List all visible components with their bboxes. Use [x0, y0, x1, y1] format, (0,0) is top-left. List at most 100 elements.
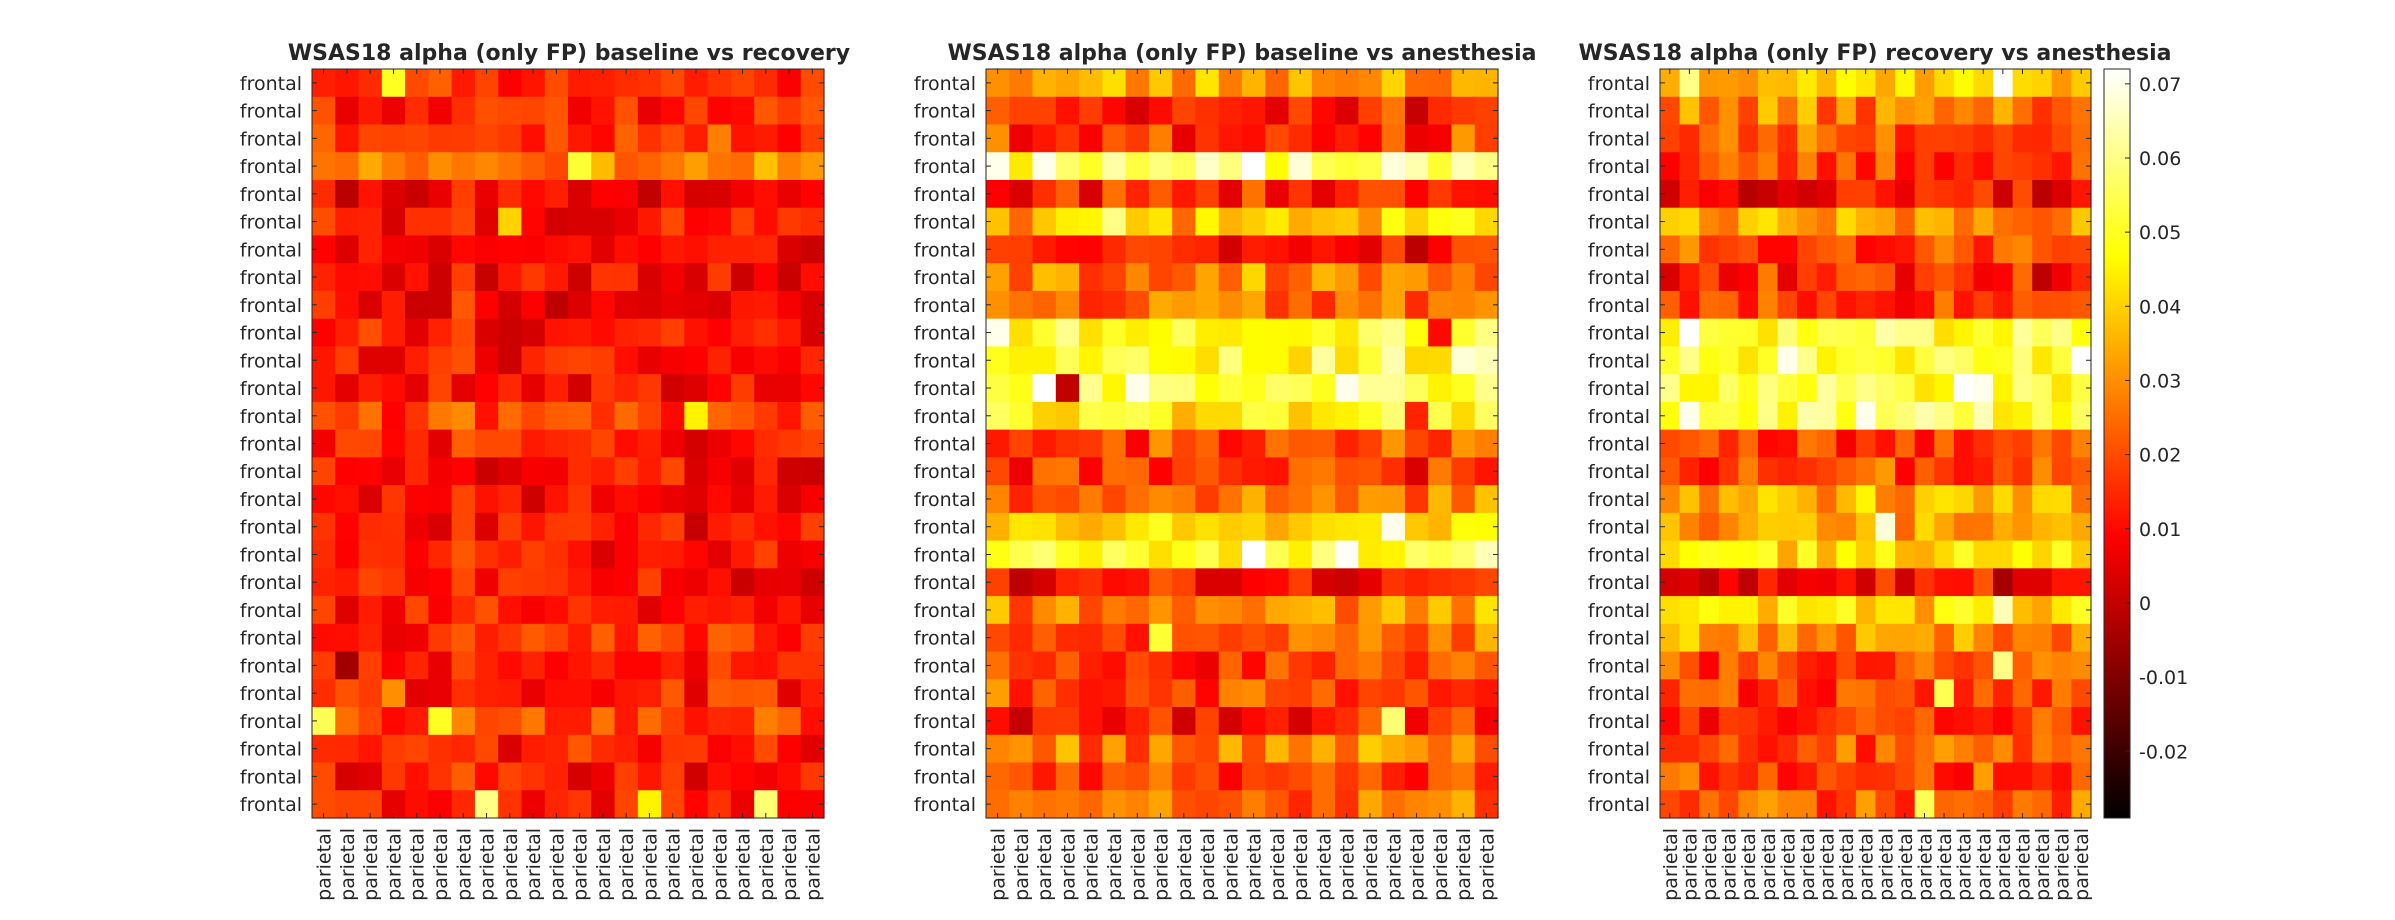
heatmap-cell: [1311, 568, 1336, 597]
heatmap-cell: [2051, 623, 2073, 653]
heatmap-cell: [1335, 762, 1359, 791]
heatmap-cell: [1079, 290, 1103, 320]
heatmap-cell: [568, 69, 592, 98]
heatmap-cell: [1265, 623, 1290, 653]
heatmap-cell: [637, 374, 662, 403]
heatmap-cell: [335, 651, 360, 680]
heatmap-cell: [1934, 679, 1955, 708]
heatmap-cell: [2071, 790, 2092, 819]
heatmap-cell: [1079, 568, 1103, 597]
row-tick-label: frontal: [240, 212, 302, 234]
row-tick-label: frontal: [240, 655, 302, 677]
panel-title: WSAS18 alpha (only FP) baseline vs recov…: [288, 41, 850, 66]
heatmap-cell: [1953, 457, 1975, 486]
heatmap-cell: [1102, 485, 1127, 514]
heatmap-cell: [1679, 596, 1700, 625]
row-tick-label: frontal: [914, 461, 976, 483]
heatmap-cell: [1474, 346, 1499, 375]
heatmap-cell: [1816, 707, 1837, 736]
heatmap-cell: [1032, 485, 1057, 514]
heatmap-cell: [1358, 679, 1383, 708]
heatmap-cell: [777, 401, 802, 431]
heatmap-cell: [1757, 318, 1779, 348]
heatmap-cell: [568, 124, 592, 153]
heatmap-cell: [335, 762, 360, 791]
row-tick-label: frontal: [240, 295, 302, 317]
column-tick-label: parietal: [1127, 828, 1149, 901]
heatmap-cell: [1934, 762, 1955, 791]
heatmap-cell: [1265, 651, 1290, 680]
heatmap-cell: [1679, 263, 1700, 292]
heatmap-cell: [405, 568, 429, 597]
row-tick-label: frontal: [1588, 600, 1650, 622]
heatmap-panel-baseline-vs-recovery: WSAS18 alpha (only FP) baseline vs recov…: [240, 41, 850, 901]
heatmap-cell: [986, 124, 1010, 153]
heatmap-cell: [1757, 263, 1779, 292]
heatmap-cell: [1125, 96, 1150, 126]
heatmap-cell: [2012, 762, 2033, 791]
heatmap-cell: [1679, 152, 1700, 181]
heatmap-cell: [1993, 734, 2014, 764]
heatmap-cell: [544, 318, 569, 348]
heatmap-cell: [1679, 290, 1700, 320]
heatmap-cell: [1148, 152, 1173, 181]
heatmap-cell: [1934, 734, 1955, 764]
heatmap-cell: [1895, 790, 1916, 819]
heatmap-cell: [1381, 124, 1406, 153]
heatmap-cell: [614, 790, 639, 819]
heatmap-cell: [1265, 485, 1290, 514]
heatmap-cell: [1428, 429, 1453, 458]
heatmap-cell: [1218, 374, 1243, 403]
heatmap-cell: [1777, 346, 1798, 375]
heatmap-cell: [1009, 290, 1034, 320]
heatmap-cell: [1009, 69, 1034, 98]
heatmap-cell: [521, 179, 546, 209]
heatmap-cell: [661, 374, 685, 403]
heatmap-cell: [684, 651, 709, 680]
heatmap-cell: [754, 429, 779, 458]
heatmap-cell: [1288, 346, 1313, 375]
heatmap-cell: [1699, 96, 1720, 126]
heatmap-cell: [1195, 707, 1220, 736]
heatmap-cell: [2071, 485, 2092, 514]
heatmap-cell: [1660, 623, 1681, 653]
heatmap-cell: [1381, 152, 1406, 181]
heatmap-cell: [1993, 96, 2014, 126]
heatmap-cell: [684, 318, 709, 348]
heatmap-cell: [1895, 374, 1916, 403]
heatmap-cell: [730, 96, 755, 126]
heatmap-cell: [2051, 679, 2073, 708]
heatmap-cell: [637, 651, 662, 680]
heatmap-cell: [591, 762, 616, 791]
heatmap-cell: [591, 623, 616, 653]
heatmap-cell: [1679, 457, 1700, 486]
heatmap-cell: [1125, 679, 1150, 708]
heatmap-cell: [1836, 429, 1857, 458]
heatmap-cell: [1679, 96, 1700, 126]
heatmap-cell: [1032, 790, 1057, 819]
heatmap-cell: [1032, 512, 1057, 542]
heatmap-cell: [1125, 651, 1150, 680]
heatmap-cell: [707, 69, 732, 98]
heatmap-cell: [1148, 290, 1173, 320]
heatmap-cell: [1816, 346, 1837, 375]
heatmap-cell: [1474, 318, 1499, 348]
heatmap-cell: [986, 69, 1010, 98]
heatmap-cell: [1797, 485, 1818, 514]
column-tick-label: parietal: [1954, 828, 1976, 901]
heatmap-cell: [1451, 623, 1476, 653]
heatmap-cell: [568, 651, 592, 680]
heatmap-cell: [1973, 290, 1994, 320]
heatmap-cell: [800, 734, 825, 764]
heatmap-cell: [637, 96, 662, 126]
heatmap-cell: [1195, 485, 1220, 514]
heatmap-cell: [1102, 263, 1127, 292]
heatmap-cell: [1335, 290, 1359, 320]
heatmap-cell: [1934, 485, 1955, 514]
heatmap-cell: [2051, 401, 2073, 431]
heatmap-cell: [591, 457, 616, 486]
heatmap-cell: [1875, 235, 1896, 264]
heatmap-cell: [1335, 568, 1359, 597]
heatmap-cell: [1055, 540, 1080, 569]
heatmap-cell: [1125, 734, 1150, 764]
